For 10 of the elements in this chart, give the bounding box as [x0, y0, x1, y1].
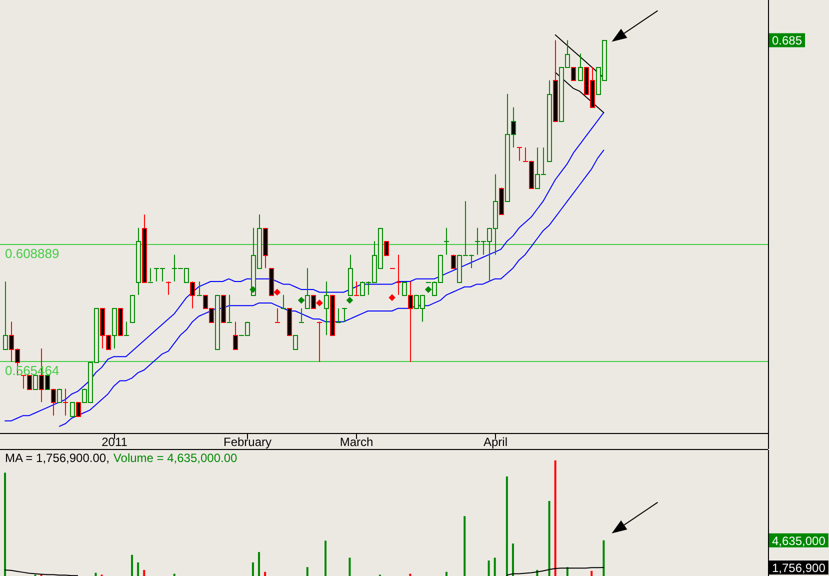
- x-tick-label: April: [483, 435, 508, 449]
- x-tick-label: 2011: [102, 435, 128, 449]
- text: 0.685: [772, 34, 802, 48]
- y-tick-label: 0.608889: [5, 246, 60, 261]
- x-tick-label: March: [340, 435, 374, 449]
- x-tick-label: February: [223, 435, 272, 449]
- text: Volume = 4,635,000.00: [113, 451, 238, 465]
- y-tick-label: 1,756,900: [772, 561, 826, 576]
- text: MA = 1,756,900.00,: [5, 451, 110, 465]
- y-tick-label: 4,635,000: [772, 534, 826, 548]
